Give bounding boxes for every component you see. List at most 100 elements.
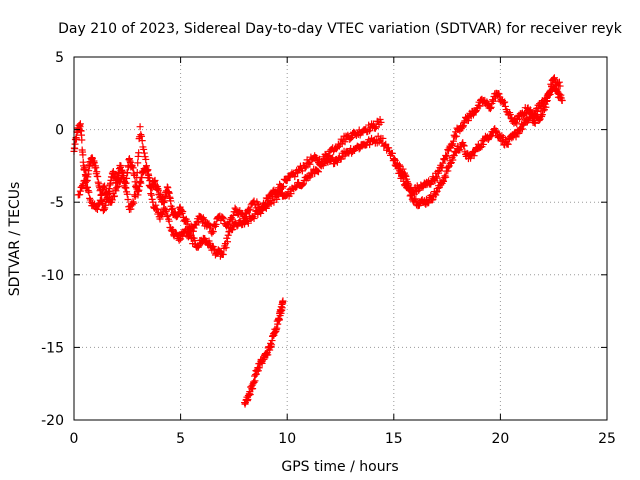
data-point-track-a-interp — [371, 124, 379, 132]
data-point-track-c-interp — [449, 137, 457, 145]
data-point-track-a-interp — [324, 152, 332, 160]
data-point-track-b-interp — [98, 191, 106, 199]
y-tick-label: 5 — [55, 50, 64, 66]
data-point-track-c-interp — [501, 102, 509, 110]
data-point-track-b-interp — [76, 187, 84, 195]
data-point-track-c-interp — [402, 179, 410, 187]
data-point-track-b-interp — [442, 173, 450, 181]
data-point-track-c-interp — [448, 141, 456, 149]
data-point-track-b-interp — [314, 167, 322, 175]
data-point-track-b-interp — [128, 201, 136, 209]
data-point-track-b-interp — [479, 140, 487, 148]
data-point-track-b-interp — [445, 163, 453, 171]
data-point-track-a-interp — [228, 215, 236, 223]
data-point-track-b — [136, 123, 144, 131]
data-point-track-b-interp — [233, 222, 241, 230]
data-point-track-b-interp — [167, 226, 175, 234]
data-point-track-b-interp — [487, 132, 495, 140]
data-point-track-c-interp — [546, 90, 554, 98]
data-point-track-b-interp — [84, 187, 92, 195]
data-point-track-b-interp — [142, 155, 150, 163]
data-point-track-b-interp — [95, 201, 103, 209]
data-point-track-c-interp — [393, 160, 401, 168]
data-point-track-a-interp — [246, 206, 254, 214]
data-point-track-c — [556, 82, 564, 90]
data-point-track-c-interp — [500, 99, 508, 107]
data-point-track-b-interp — [385, 144, 393, 152]
data-point-track-b-interp — [504, 140, 512, 148]
data-point-track-b-interp — [147, 191, 155, 199]
data-point-track-b-interp — [153, 205, 161, 213]
chart-title: Day 210 of 2023, Sidereal Day-to-day VTE… — [58, 21, 623, 37]
data-point-track-b-interp — [515, 129, 523, 137]
data-point-track-a-interp — [301, 164, 309, 172]
data-point-track-a-interp — [212, 220, 220, 228]
data-point-track-b-interp — [131, 192, 139, 200]
data-point-track-a-interp — [78, 136, 86, 144]
data-point-track-c-interp — [531, 119, 539, 127]
data-point-track-b-interp — [123, 190, 131, 198]
data-point-track-b-interp — [228, 226, 236, 234]
data-point-track-b-interp — [432, 191, 440, 199]
data-point-track-b-interp — [470, 152, 478, 160]
data-points — [70, 74, 566, 408]
data-point-track-b — [113, 184, 121, 192]
data-point-track-b-interp — [143, 166, 151, 174]
y-tick-label: -5 — [50, 195, 64, 211]
data-point-track-b-interp — [130, 199, 138, 207]
data-point-track-b-interp — [223, 234, 231, 242]
data-point-track-c-interp — [451, 133, 459, 141]
data-point-track-a — [189, 227, 197, 235]
data-point-track-c-interp — [501, 98, 509, 106]
data-point-track-b-interp — [147, 190, 155, 198]
data-point-track-b-interp — [250, 215, 258, 223]
data-point-track-b-interp — [138, 132, 146, 140]
data-point-track-a-interp — [169, 204, 177, 212]
data-point-track-b-interp — [314, 168, 322, 176]
data-point-track-b-interp — [224, 231, 232, 239]
y-axis-label: SDTVAR / TECUs — [7, 182, 23, 297]
data-point-track-b-interp — [262, 204, 270, 212]
y-tick-label: -20 — [41, 413, 64, 429]
data-point-track-b-interp — [112, 187, 120, 195]
data-point-track-b — [432, 188, 440, 196]
data-point-track-c-interp — [471, 108, 479, 116]
data-point-track-c-interp — [543, 97, 551, 105]
data-point-track-b-interp — [146, 181, 154, 189]
data-point-track-a-interp — [254, 200, 262, 208]
data-point-track-c-interp — [550, 74, 558, 82]
data-point-track-d-interp — [264, 351, 272, 359]
data-point-track-d-interp — [251, 377, 259, 385]
plot-frame — [73, 56, 608, 421]
data-point-track-b-interp — [460, 142, 468, 150]
data-point-track-b-interp — [133, 169, 141, 177]
axis-ticks: 0 5 10 15 20 25 5 0 -5 -10 -15 -20 — [41, 50, 616, 447]
data-point-track-c-interp — [438, 164, 446, 172]
data-point-track-b-interp — [382, 140, 390, 148]
data-point-track-b-interp — [145, 172, 153, 180]
data-point-track-b-interp — [492, 127, 500, 135]
data-point-track-c — [531, 118, 539, 126]
data-point-track-b-interp — [103, 189, 111, 197]
data-point-track-d — [279, 297, 287, 305]
data-point-track-a-interp — [192, 221, 200, 229]
data-point-track-c-interp — [464, 117, 472, 125]
data-point-track-c-interp — [548, 83, 556, 91]
data-point-track-b-interp — [467, 154, 475, 162]
data-point-track-b-interp — [518, 125, 526, 133]
data-point-track-a-interp — [278, 184, 286, 192]
data-point-track-c-interp — [459, 122, 467, 130]
data-point-track-c-interp — [459, 123, 467, 131]
data-point-track-b-interp — [287, 190, 295, 198]
data-point-track-c-interp — [506, 111, 514, 119]
data-point-track-a-interp — [341, 138, 349, 146]
data-point-track-a-interp — [102, 201, 110, 209]
data-point-track-b-interp — [140, 145, 148, 153]
data-point-track-b-interp — [99, 183, 107, 191]
data-point-track-a-interp — [220, 215, 228, 223]
data-point-track-b-interp — [111, 192, 119, 200]
data-point-track-c-interp — [526, 106, 534, 114]
data-point-track-b-interp — [299, 180, 307, 188]
data-point-track-b-interp — [165, 217, 173, 225]
